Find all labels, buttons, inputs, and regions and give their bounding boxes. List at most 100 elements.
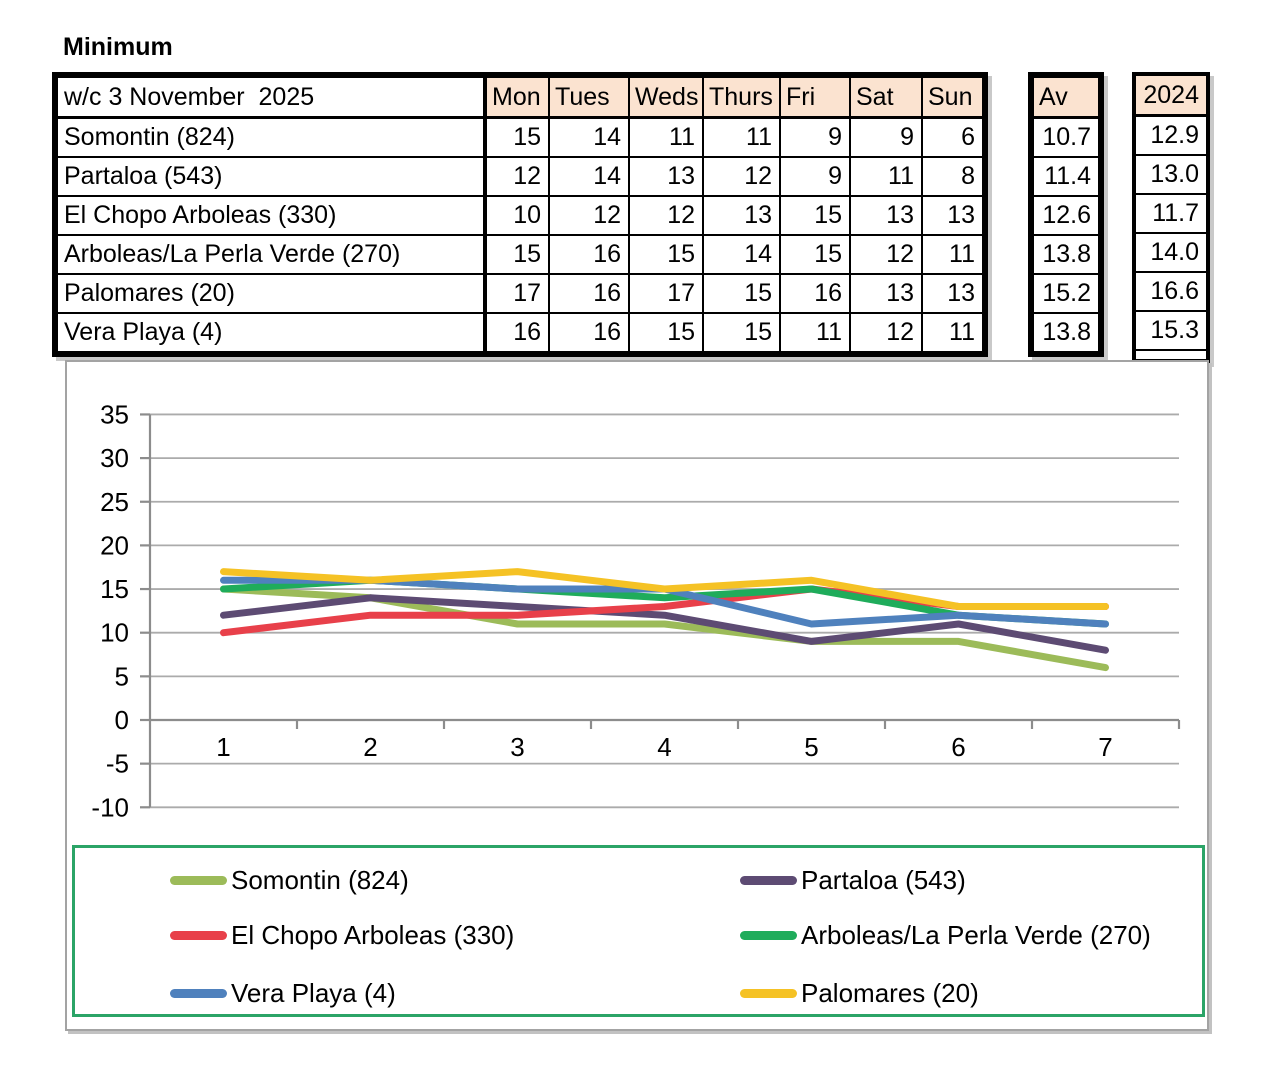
average-cell: 15.2 (1032, 273, 1100, 314)
row-label: Palomares (20) (56, 273, 487, 314)
y-axis-label: -5 (106, 749, 129, 779)
legend-entry: Partaloa (543) (740, 862, 966, 898)
prev-year-cell: 16.6 (1134, 271, 1208, 312)
series-line-2 (220, 594, 1109, 654)
legend-entry: Vera Playa (4) (170, 975, 396, 1011)
legend-swatch-el-chopo (170, 930, 227, 940)
value-cell: 8 (921, 156, 984, 197)
col-header-mon: Mon (484, 76, 550, 119)
value-cell: 13 (921, 195, 984, 236)
x-axis-label: 2 (363, 732, 377, 762)
y-axis-label: 25 (100, 487, 129, 517)
col-header-sun: Sun (921, 76, 984, 119)
prev-year-cell: 14.0 (1134, 232, 1208, 273)
table-row: Arboleas/La Perla Verde (270) 15 16 15 1… (56, 234, 984, 275)
legend-label: Partaloa (543) (801, 864, 966, 895)
value-cell: 16 (548, 234, 630, 275)
col-header-2024: 2024 (1134, 74, 1208, 117)
prev-year-column: 2024 12.9 13.0 11.7 14.0 16.6 15.3 (1134, 74, 1208, 361)
x-axis-label: 1 (216, 732, 230, 762)
table-row: Palomares (20) 17 16 17 15 16 13 13 (56, 273, 984, 314)
value-cell: 17 (628, 273, 704, 314)
value-cell: 14 (548, 156, 630, 197)
legend-entry: El Chopo Arboleas (330) (170, 917, 514, 953)
value-cell: 15 (628, 312, 704, 353)
value-cell: 15 (484, 234, 550, 275)
y-axis-label: 35 (100, 399, 129, 429)
value-cell: 16 (484, 312, 550, 353)
row-label: Vera Playa (4) (56, 312, 487, 353)
value-cell: 12 (548, 195, 630, 236)
y-axis-label: 5 (115, 661, 129, 691)
row-label: Partaloa (543) (56, 156, 487, 197)
prev-year-cell: 11.7 (1134, 193, 1208, 234)
table-row: El Chopo Arboleas (330) 10 12 12 13 15 1… (56, 195, 984, 236)
prev-year-column-box: 2024 12.9 13.0 11.7 14.0 16.6 15.3 (1132, 72, 1210, 363)
legend-swatch-vera-playa (170, 988, 227, 998)
value-cell: 14 (548, 116, 630, 158)
value-cell: 9 (779, 116, 851, 158)
table-row: Partaloa (543) 12 14 13 12 9 11 8 (56, 156, 984, 197)
legend-entry: Palomares (20) (740, 975, 979, 1011)
legend-entry: Arboleas/La Perla Verde (270) (740, 917, 1151, 953)
legend-label: Vera Playa (4) (231, 977, 396, 1008)
legend-label: Arboleas/La Perla Verde (270) (801, 919, 1151, 950)
average-cell: 11.4 (1032, 156, 1100, 197)
col-header-weds: Weds (628, 76, 704, 119)
value-cell: 6 (921, 116, 984, 158)
table-row: Somontin (824) 15 14 11 11 9 9 6 (56, 116, 984, 158)
row-label: Arboleas/La Perla Verde (270) (56, 234, 487, 275)
y-axis-label: 30 (100, 443, 129, 473)
y-axis-label: 0 (115, 705, 129, 735)
legend-swatch-somontin (170, 875, 227, 885)
x-axis-label: 7 (1098, 732, 1112, 762)
value-cell: 15 (702, 312, 781, 353)
line-chart: 35 30 25 20 15 10 5 0 -5 -10 1 2 3 4 5 6 7 Somontin (824… (65, 360, 1209, 1031)
prev-year-cell: 12.9 (1134, 114, 1208, 156)
value-cell: 16 (548, 312, 630, 353)
value-cell: 11 (702, 116, 781, 158)
value-cell: 11 (849, 156, 923, 197)
value-cell: 13 (628, 156, 704, 197)
x-axis-label: 5 (804, 732, 818, 762)
value-cell: 16 (548, 273, 630, 314)
week-table: w/c 3 November 2025 Mon Tues Weds Thurs … (56, 76, 984, 353)
value-cell: 13 (921, 273, 984, 314)
y-axis-label: 20 (100, 530, 129, 560)
value-cell: 11 (779, 312, 851, 353)
value-cell: 15 (702, 273, 781, 314)
value-cell: 9 (779, 156, 851, 197)
chart-legend: Somontin (824) Partaloa (543) El Chopo A… (72, 845, 1205, 1017)
x-axis-label: 6 (951, 732, 965, 762)
legend-entry: Somontin (824) (170, 862, 409, 898)
legend-label: El Chopo Arboleas (330) (231, 919, 515, 950)
value-cell: 15 (628, 234, 704, 275)
legend-swatch-arboleas (740, 930, 797, 940)
value-cell: 13 (702, 195, 781, 236)
value-cell: 12 (702, 156, 781, 197)
page-title: Minimum (63, 33, 173, 61)
value-cell: 16 (779, 273, 851, 314)
average-cell: 13.8 (1032, 234, 1100, 275)
value-cell: 15 (779, 195, 851, 236)
value-cell: 12 (484, 156, 550, 197)
x-axis-label: 4 (657, 732, 671, 762)
row-label: Somontin (824) (56, 116, 487, 158)
row-label: El Chopo Arboleas (330) (56, 195, 487, 236)
value-cell: 15 (484, 116, 550, 158)
value-cell: 15 (779, 234, 851, 275)
value-cell: 13 (849, 273, 923, 314)
empty-cell (1134, 349, 1208, 361)
x-axis-label: 3 (510, 732, 524, 762)
average-cell: 10.7 (1032, 116, 1100, 158)
value-cell: 12 (849, 312, 923, 353)
value-cell: 13 (849, 195, 923, 236)
col-header-thurs: Thurs (702, 76, 781, 119)
value-cell: 12 (849, 234, 923, 275)
legend-label: Somontin (824) (231, 864, 409, 895)
average-cell: 13.8 (1032, 312, 1100, 353)
average-column-box: Av 10.7 11.4 12.6 13.8 15.2 13.8 (1028, 72, 1104, 357)
value-cell: 9 (849, 116, 923, 158)
value-cell: 11 (921, 312, 984, 353)
